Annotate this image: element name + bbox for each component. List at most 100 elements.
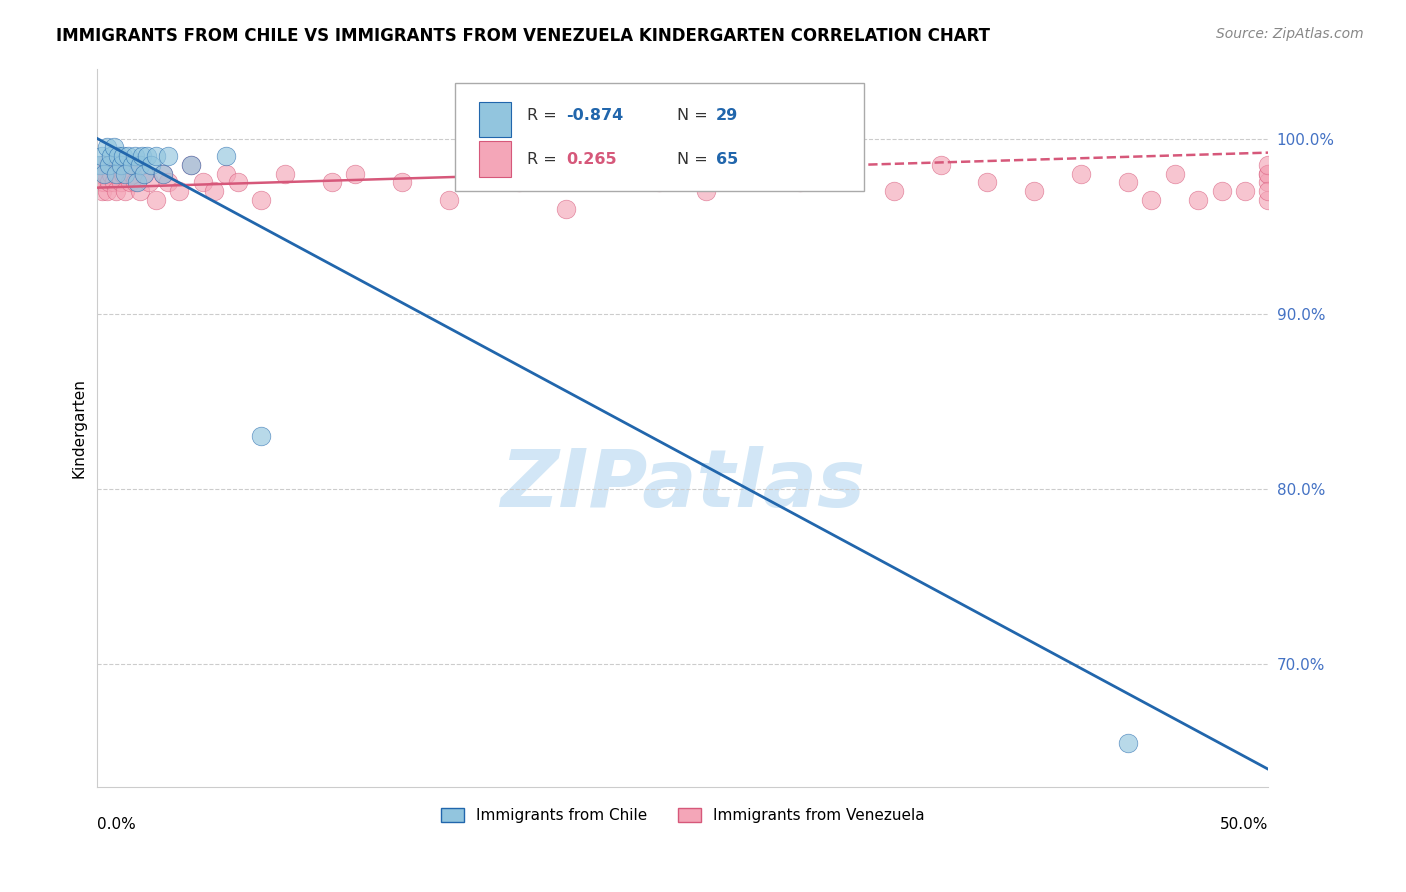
Point <box>117 149 139 163</box>
Point <box>250 429 273 443</box>
Point <box>131 149 153 163</box>
Point <box>226 175 249 189</box>
Point <box>124 175 146 189</box>
Point <box>91 149 114 163</box>
Point <box>343 167 366 181</box>
Point <box>121 158 143 172</box>
Text: N =: N = <box>678 153 713 167</box>
FancyBboxPatch shape <box>479 102 510 137</box>
Point <box>97 158 120 172</box>
Point <box>648 175 671 189</box>
Point <box>110 175 132 189</box>
Legend: Immigrants from Chile, Immigrants from Venezuela: Immigrants from Chile, Immigrants from V… <box>434 802 931 830</box>
Point <box>437 193 460 207</box>
Point <box>112 167 135 181</box>
Point <box>94 167 117 181</box>
Point <box>156 149 179 163</box>
Point <box>215 167 238 181</box>
Text: ZIPatlas: ZIPatlas <box>501 446 865 524</box>
Point <box>100 167 122 181</box>
Point <box>112 149 135 163</box>
Point <box>110 158 132 172</box>
Text: 0.265: 0.265 <box>565 153 616 167</box>
Point <box>391 175 413 189</box>
Point <box>191 175 214 189</box>
Point <box>93 175 115 189</box>
Point <box>98 158 121 172</box>
Point <box>1257 167 1279 181</box>
Point <box>103 175 125 189</box>
Point <box>91 158 114 172</box>
Point <box>114 167 136 181</box>
Text: -0.874: -0.874 <box>565 108 623 123</box>
Text: 29: 29 <box>716 108 738 123</box>
Point <box>105 167 128 181</box>
Point <box>204 184 226 198</box>
Point <box>250 193 273 207</box>
Point <box>180 158 202 172</box>
Point <box>695 184 717 198</box>
Point <box>461 158 484 172</box>
Text: R =: R = <box>527 153 562 167</box>
Point <box>128 184 150 198</box>
Point <box>1257 184 1279 198</box>
Point <box>89 175 111 189</box>
Point <box>121 167 143 181</box>
Point <box>156 175 179 189</box>
Point <box>215 149 238 163</box>
Point <box>135 149 157 163</box>
Text: 0.0%: 0.0% <box>97 817 136 832</box>
Point <box>169 184 191 198</box>
Point <box>1211 184 1233 198</box>
Point <box>1140 193 1163 207</box>
Point <box>93 167 115 181</box>
Point <box>107 149 129 163</box>
Point <box>461 167 484 181</box>
Point <box>1257 167 1279 181</box>
Point <box>835 167 858 181</box>
Point <box>96 184 118 198</box>
Point <box>1070 167 1092 181</box>
Point <box>141 158 163 172</box>
Text: R =: R = <box>527 108 562 123</box>
Point <box>100 149 122 163</box>
Point <box>1164 167 1187 181</box>
Point <box>929 158 952 172</box>
Point <box>105 184 128 198</box>
Point <box>89 158 111 172</box>
Point <box>90 167 112 181</box>
Text: Source: ZipAtlas.com: Source: ZipAtlas.com <box>1216 27 1364 41</box>
Point <box>152 167 174 181</box>
Point <box>672 167 695 181</box>
Point <box>321 175 343 189</box>
Point <box>114 184 136 198</box>
Point <box>180 158 202 172</box>
Point <box>103 140 125 154</box>
Point <box>1024 184 1046 198</box>
Point <box>98 175 121 189</box>
Point <box>1257 175 1279 189</box>
Point <box>124 149 146 163</box>
Point <box>976 175 998 189</box>
Point <box>120 175 142 189</box>
Point <box>1257 193 1279 207</box>
Point <box>1116 175 1139 189</box>
Point <box>274 167 297 181</box>
Text: 65: 65 <box>716 153 738 167</box>
Point <box>127 175 149 189</box>
Point <box>789 175 811 189</box>
Point <box>91 184 114 198</box>
Point <box>1116 736 1139 750</box>
Point <box>1187 193 1209 207</box>
Point <box>134 167 156 181</box>
Text: IMMIGRANTS FROM CHILE VS IMMIGRANTS FROM VENEZUELA KINDERGARTEN CORRELATION CHAR: IMMIGRANTS FROM CHILE VS IMMIGRANTS FROM… <box>56 27 990 45</box>
Text: N =: N = <box>678 108 713 123</box>
Point <box>96 140 118 154</box>
Point <box>134 167 156 181</box>
Y-axis label: Kindergarten: Kindergarten <box>72 377 86 477</box>
Point <box>152 167 174 181</box>
FancyBboxPatch shape <box>454 83 865 191</box>
Point <box>128 158 150 172</box>
Point <box>602 167 624 181</box>
FancyBboxPatch shape <box>479 141 510 177</box>
